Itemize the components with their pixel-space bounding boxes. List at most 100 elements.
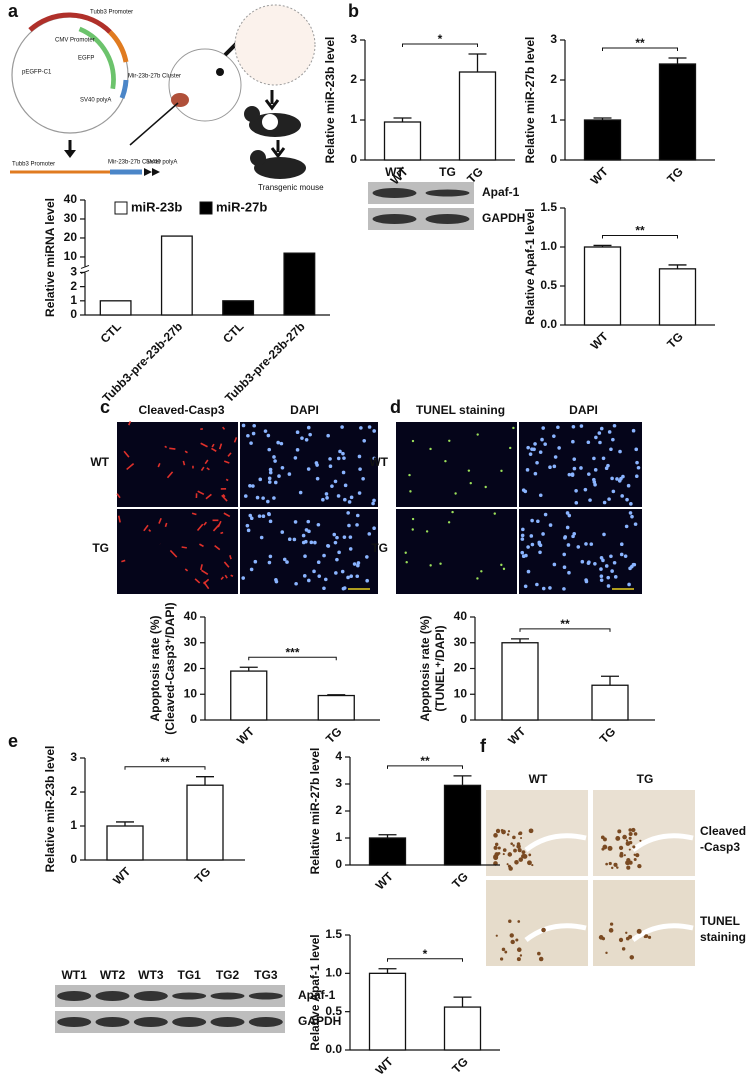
cell bbox=[309, 540, 314, 545]
cell bbox=[552, 562, 557, 567]
x-tick-label: TG bbox=[449, 1054, 471, 1076]
cell bbox=[592, 480, 597, 484]
stain bbox=[520, 837, 523, 840]
blot-band bbox=[57, 991, 92, 1001]
stain bbox=[501, 829, 506, 835]
stain bbox=[513, 848, 517, 853]
y-tick-label: 4 bbox=[335, 749, 342, 763]
cell bbox=[580, 559, 585, 564]
stain bbox=[512, 835, 516, 840]
cell bbox=[287, 472, 292, 476]
stain bbox=[610, 866, 614, 870]
stain bbox=[626, 865, 631, 870]
cell bbox=[243, 494, 248, 498]
cell bbox=[635, 460, 639, 465]
cell bbox=[541, 426, 546, 430]
cell bbox=[429, 447, 432, 451]
stain bbox=[512, 844, 515, 847]
stain bbox=[519, 954, 523, 957]
bar bbox=[443, 1006, 482, 1051]
tissue-outline bbox=[631, 923, 694, 942]
stain bbox=[625, 936, 630, 941]
cell bbox=[574, 501, 579, 505]
stain bbox=[609, 922, 614, 926]
cell bbox=[249, 516, 254, 521]
cell bbox=[543, 512, 548, 517]
plasmid-arc bbox=[28, 12, 112, 34]
y-tick-label: 10 bbox=[184, 686, 198, 700]
cell bbox=[365, 555, 369, 559]
cell bbox=[589, 542, 594, 546]
cell bbox=[599, 574, 604, 579]
row-label: GAPDH bbox=[482, 211, 525, 225]
x-tick-label: WT bbox=[505, 724, 529, 748]
cell bbox=[541, 532, 545, 536]
cell bbox=[571, 424, 576, 429]
cell bbox=[205, 493, 212, 500]
cell bbox=[332, 532, 337, 537]
y-axis-label: Relative miR-27b level bbox=[523, 37, 537, 164]
cell bbox=[325, 496, 329, 500]
cell bbox=[632, 562, 637, 567]
stain bbox=[528, 828, 534, 834]
cell bbox=[248, 513, 253, 518]
cell bbox=[565, 511, 570, 515]
cell bbox=[606, 584, 611, 588]
cell bbox=[411, 528, 414, 531]
y-tick-label: 3 bbox=[70, 265, 77, 279]
y-tick-label: 1 bbox=[70, 293, 77, 307]
lane-label: TG2 bbox=[216, 968, 240, 982]
cell bbox=[609, 447, 613, 452]
cell bbox=[548, 465, 552, 470]
mouse bbox=[254, 157, 306, 179]
blot-band bbox=[372, 188, 417, 198]
cell bbox=[584, 542, 588, 546]
significance-label: ** bbox=[635, 36, 645, 50]
stain bbox=[600, 835, 605, 840]
stain bbox=[516, 957, 521, 962]
diagram-label: Tubb3 Promoter bbox=[90, 10, 133, 16]
blot-band bbox=[425, 214, 470, 224]
nucleus bbox=[171, 93, 189, 107]
blot-strip bbox=[55, 985, 285, 1007]
cell bbox=[493, 512, 496, 515]
cell bbox=[348, 547, 353, 551]
stain bbox=[518, 831, 523, 836]
cell bbox=[306, 425, 311, 430]
significance-bracket bbox=[248, 656, 337, 661]
cell bbox=[610, 476, 614, 481]
cell bbox=[259, 535, 264, 540]
x-tick-label: CTL bbox=[98, 319, 124, 345]
cell bbox=[537, 542, 542, 546]
blot-band bbox=[133, 1017, 168, 1027]
cell bbox=[592, 456, 596, 461]
cell bbox=[448, 439, 451, 442]
significance-bracket bbox=[602, 234, 678, 239]
cell bbox=[623, 554, 628, 558]
cell bbox=[404, 551, 407, 554]
cell bbox=[117, 515, 121, 523]
cell bbox=[346, 511, 350, 515]
cell bbox=[562, 552, 567, 557]
cell bbox=[168, 48, 242, 122]
cell bbox=[609, 554, 613, 559]
bar bbox=[583, 246, 622, 326]
stain bbox=[635, 853, 640, 858]
legend-label: miR-23b bbox=[131, 199, 182, 214]
cell bbox=[333, 479, 338, 484]
cell bbox=[200, 442, 208, 448]
stain bbox=[509, 933, 514, 938]
cell bbox=[279, 441, 284, 446]
arrow bbox=[264, 90, 280, 111]
cell bbox=[293, 456, 298, 460]
cell bbox=[323, 577, 328, 582]
cell bbox=[287, 537, 292, 542]
x-tick-label: WT bbox=[234, 724, 258, 748]
cell bbox=[267, 447, 272, 452]
micrograph bbox=[117, 509, 238, 594]
cell bbox=[261, 496, 265, 500]
diagram-label: Mir-23b-27b Cluster bbox=[108, 160, 161, 166]
stain bbox=[494, 852, 500, 857]
panel-label: c bbox=[100, 397, 110, 417]
cell bbox=[143, 524, 149, 532]
